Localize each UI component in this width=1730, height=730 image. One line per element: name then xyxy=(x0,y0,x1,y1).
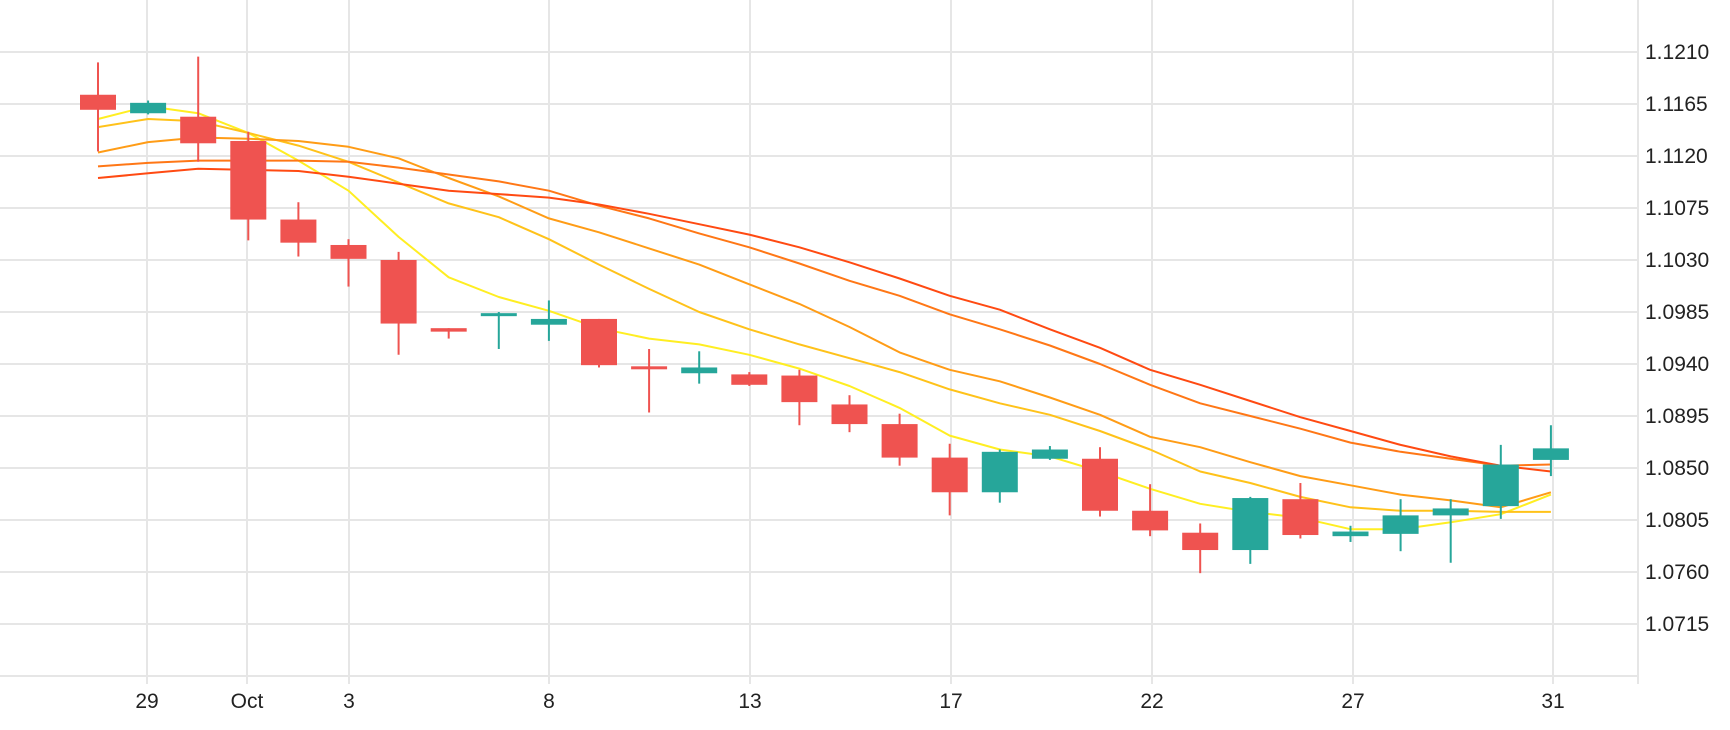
candle-down[interactable] xyxy=(330,239,367,287)
y-tick-label: 1.1210 xyxy=(1645,41,1709,64)
candle-body xyxy=(380,260,417,324)
candle-up[interactable] xyxy=(130,100,167,115)
moving-average-line xyxy=(97,167,1552,473)
candle-up[interactable] xyxy=(1232,496,1269,564)
x-tick-label: Oct xyxy=(231,690,264,713)
candle-down[interactable] xyxy=(881,413,918,466)
candle-down[interactable] xyxy=(1132,484,1169,537)
candle-body xyxy=(80,94,116,110)
candle-body xyxy=(530,318,567,325)
candle-body xyxy=(1031,449,1068,459)
x-tick-label: 27 xyxy=(1341,690,1364,713)
candle-down[interactable] xyxy=(581,318,617,368)
candle-down[interactable] xyxy=(781,369,818,426)
candle-body xyxy=(1182,532,1219,551)
candle-body xyxy=(581,318,617,366)
candle-body xyxy=(1532,448,1569,460)
candle-up[interactable] xyxy=(981,449,1018,503)
candle-body xyxy=(1432,508,1469,516)
candle-body xyxy=(180,116,217,144)
y-tick-label: 1.0805 xyxy=(1645,509,1709,532)
candle-down[interactable] xyxy=(380,251,417,355)
y-tick-label: 1.1165 xyxy=(1645,93,1708,116)
candle-up[interactable] xyxy=(681,351,718,384)
candle-down[interactable] xyxy=(80,62,116,152)
candle-down[interactable] xyxy=(180,56,217,162)
candle-body xyxy=(330,244,367,259)
x-tick-label: 29 xyxy=(135,690,158,713)
candle-body xyxy=(430,328,467,332)
grid-layer xyxy=(0,0,1639,684)
candle-up[interactable] xyxy=(1432,499,1469,563)
x-tick-label: 3 xyxy=(343,690,355,713)
candle-down[interactable] xyxy=(831,395,868,433)
candle-down[interactable] xyxy=(280,202,317,257)
candle-down[interactable] xyxy=(230,131,267,241)
y-tick-label: 1.1120 xyxy=(1645,145,1708,168)
candle-down[interactable] xyxy=(731,372,768,386)
x-tick-label: 8 xyxy=(543,690,555,713)
moving-average-line xyxy=(97,105,1552,531)
moving-average-layer xyxy=(97,105,1552,531)
moving-average-line xyxy=(97,118,1551,513)
candle-body xyxy=(480,313,517,317)
candle-body xyxy=(781,375,818,403)
candle-body xyxy=(631,366,668,370)
y-tick-label: 1.0895 xyxy=(1645,405,1709,428)
candle-down[interactable] xyxy=(1282,483,1319,539)
tick-label-layer: 1.1210 1.1165 1.1120 1.1075 1.1030 1.0985 1.09… xyxy=(135,41,1709,713)
y-tick-label: 1.1030 xyxy=(1645,249,1709,272)
candle-body xyxy=(280,219,317,243)
candle-up[interactable] xyxy=(1031,446,1068,460)
candle-body xyxy=(881,424,918,458)
candle-down[interactable] xyxy=(1182,523,1219,574)
y-tick-label: 1.0850 xyxy=(1645,457,1709,480)
candle-body xyxy=(130,102,167,114)
candle-body xyxy=(1132,510,1169,531)
candle-body xyxy=(230,140,267,220)
candle-body xyxy=(981,451,1018,493)
moving-average-line xyxy=(97,159,1551,467)
y-tick-label: 1.0760 xyxy=(1645,561,1709,584)
x-tick-label: 22 xyxy=(1140,690,1163,713)
candle-up[interactable] xyxy=(1482,444,1519,519)
candle-body xyxy=(1282,499,1319,536)
candle-up[interactable] xyxy=(1382,499,1419,552)
candle-layer xyxy=(80,56,1569,574)
candle-up[interactable] xyxy=(530,300,567,341)
candle-down[interactable] xyxy=(631,348,668,413)
candle-body xyxy=(1332,531,1369,537)
y-tick-label: 1.0715 xyxy=(1645,613,1709,636)
candle-body xyxy=(1232,498,1269,551)
candle-up[interactable] xyxy=(1532,425,1569,477)
candle-down[interactable] xyxy=(931,443,968,516)
candle-down[interactable] xyxy=(430,328,467,339)
y-tick-label: 1.0985 xyxy=(1645,301,1709,324)
moving-average-line xyxy=(97,136,1552,509)
candle-body xyxy=(1382,515,1419,534)
x-tick-label: 13 xyxy=(738,690,761,713)
candle-up[interactable] xyxy=(480,312,517,349)
y-tick-label: 1.1075 xyxy=(1645,197,1709,220)
candle-down[interactable] xyxy=(1082,447,1118,517)
candle-body xyxy=(931,457,968,493)
x-tick-label: 31 xyxy=(1541,690,1564,713)
candle-body xyxy=(681,367,718,374)
candle-up[interactable] xyxy=(1332,525,1369,542)
candle-body xyxy=(1482,464,1519,507)
x-tick-label: 17 xyxy=(939,690,962,713)
candle-body xyxy=(1082,458,1118,511)
candle-body xyxy=(831,404,868,425)
y-tick-label: 1.0940 xyxy=(1645,353,1709,376)
candle-body xyxy=(731,374,768,385)
